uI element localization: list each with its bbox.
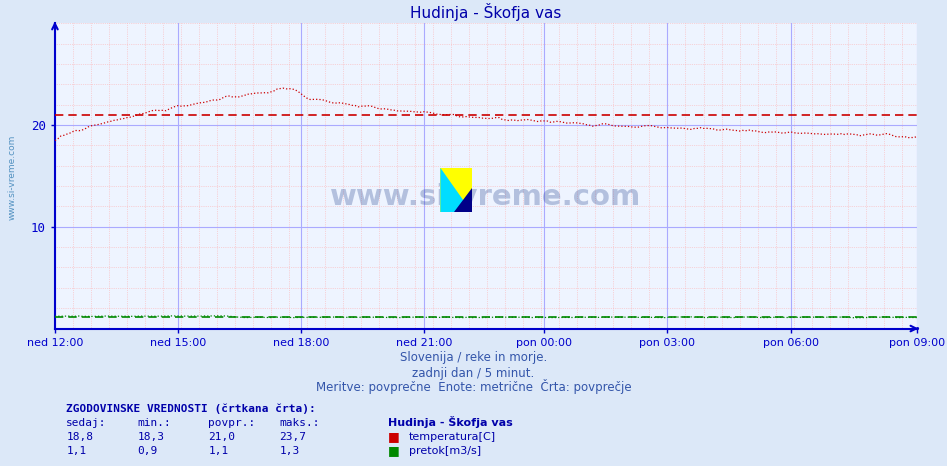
Text: maks.:: maks.: [279, 418, 320, 428]
Text: 18,8: 18,8 [66, 432, 94, 442]
Text: 0,9: 0,9 [137, 446, 157, 456]
Text: Hudinja - Škofja vas: Hudinja - Škofja vas [388, 417, 513, 428]
Text: ■: ■ [388, 445, 400, 457]
Text: pretok[m3/s]: pretok[m3/s] [409, 446, 481, 456]
Text: ■: ■ [388, 431, 400, 443]
Text: 21,0: 21,0 [208, 432, 236, 442]
Text: Slovenija / reke in morje.: Slovenija / reke in morje. [400, 351, 547, 364]
Text: www.si-vreme.com: www.si-vreme.com [8, 134, 17, 220]
Text: www.si-vreme.com: www.si-vreme.com [331, 183, 641, 211]
Text: sedaj:: sedaj: [66, 418, 107, 428]
Text: 1,1: 1,1 [66, 446, 86, 456]
Text: temperatura[C]: temperatura[C] [409, 432, 496, 442]
Text: Meritve: povprečne  Enote: metrične  Črta: povprečje: Meritve: povprečne Enote: metrične Črta:… [315, 379, 632, 394]
Text: 1,3: 1,3 [279, 446, 299, 456]
Text: 18,3: 18,3 [137, 432, 165, 442]
Polygon shape [440, 168, 472, 212]
Polygon shape [440, 168, 472, 212]
Text: 1,1: 1,1 [208, 446, 228, 456]
Text: min.:: min.: [137, 418, 171, 428]
Polygon shape [455, 188, 472, 212]
Text: ZGODOVINSKE VREDNOSTI (črtkana črta):: ZGODOVINSKE VREDNOSTI (črtkana črta): [66, 404, 316, 414]
Text: povpr.:: povpr.: [208, 418, 256, 428]
Text: 23,7: 23,7 [279, 432, 307, 442]
Title: Hudinja - Škofja vas: Hudinja - Škofja vas [410, 3, 562, 21]
Text: zadnji dan / 5 minut.: zadnji dan / 5 minut. [412, 367, 535, 379]
